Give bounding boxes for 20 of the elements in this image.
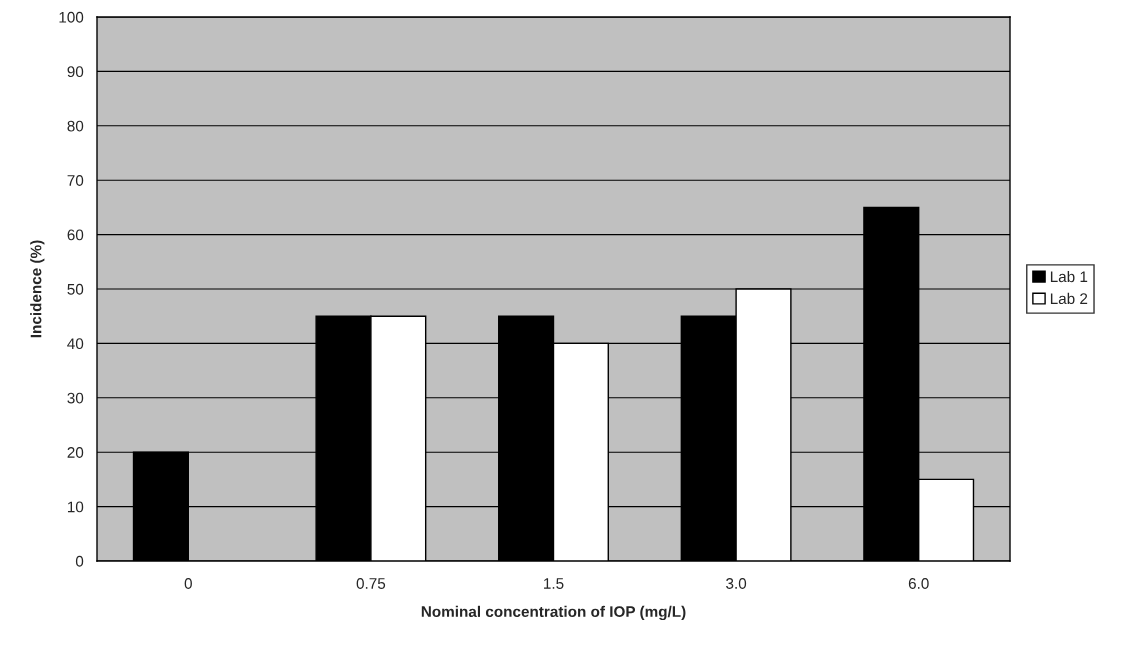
y-tick-label: 0 [75, 555, 84, 567]
y-tick-label: 50 [67, 283, 84, 295]
legend-label: Lab 1 [1050, 270, 1088, 283]
y-tick-label: 90 [67, 66, 84, 78]
x-tick-label: 0.75 [356, 578, 386, 589]
x-tick-label: 3.0 [726, 578, 747, 589]
y-tick-label: 70 [67, 175, 84, 186]
y-tick-label: 20 [67, 447, 84, 458]
x-tick-label: 0 [184, 578, 192, 589]
x-tick-label: 6.0 [908, 578, 929, 589]
y-tick-label: 10 [67, 501, 84, 513]
x-axis-title: Nominal concentration of IOP (mg/L) [421, 605, 686, 621]
y-axis-title: Incidence (%) [30, 240, 45, 338]
legend-label: Lab 2 [1050, 292, 1088, 305]
y-tick-label: 100 [59, 11, 84, 23]
y-tick-label: 40 [67, 338, 84, 350]
y-tick-label: 30 [67, 392, 84, 404]
y-tick-label: 80 [67, 120, 84, 132]
x-tick-label: 1.5 [544, 578, 564, 589]
y-tick-label: 60 [67, 229, 84, 241]
